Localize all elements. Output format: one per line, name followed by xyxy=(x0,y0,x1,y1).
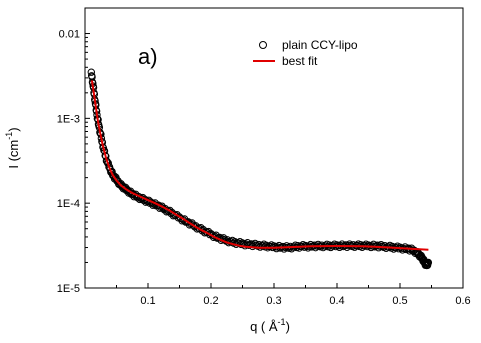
data-point xyxy=(195,225,204,233)
data-point xyxy=(424,258,433,267)
x-tick-label: 0.1 xyxy=(140,295,155,307)
legend-marker-scatter xyxy=(259,41,267,49)
legend-label-fit: best fit xyxy=(282,54,318,68)
data-point xyxy=(87,68,96,76)
data-points xyxy=(87,68,433,270)
x-tick-label: 0.6 xyxy=(455,295,470,307)
y-tick-label: 1E-3 xyxy=(57,113,80,125)
x-tick-label: 0.2 xyxy=(203,295,218,307)
y-tick-label: 0.01 xyxy=(59,29,80,41)
y-axis-title: I (cm-1) xyxy=(4,127,21,168)
y-tick-label: 1E-4 xyxy=(57,198,80,210)
x-axis: 0.1 0.2 0.3 0.4 0.5 0.6 xyxy=(116,283,471,307)
x-tick-label: 0.3 xyxy=(266,295,281,307)
fit-line xyxy=(90,80,429,251)
legend-label-scatter: plain CCY-lipo xyxy=(282,38,358,52)
x-tick-label: 0.4 xyxy=(329,295,344,307)
panel-label: a) xyxy=(138,44,158,69)
x-tick-label: 0.5 xyxy=(392,295,407,307)
x-axis-title: q ( Å-1) xyxy=(250,317,290,334)
y-tick-label: 1E-5 xyxy=(57,283,80,295)
y-axis: 0.01 1E-3 1E-4 1E-5 xyxy=(57,7,90,295)
data-point xyxy=(166,206,174,215)
fit-series xyxy=(90,80,429,251)
legend: plain CCY-lipo best fit xyxy=(253,38,358,68)
